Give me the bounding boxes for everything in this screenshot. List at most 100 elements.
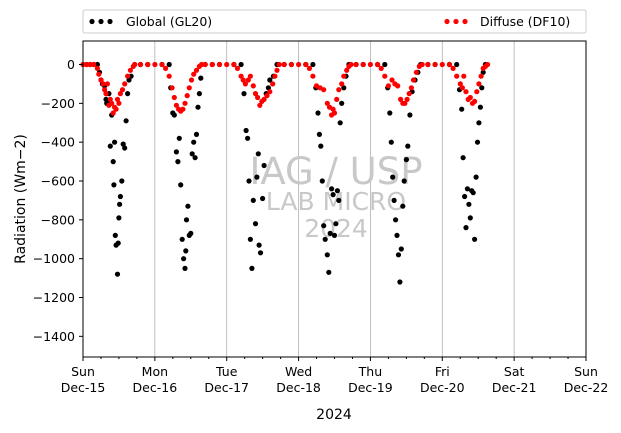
global-point	[254, 174, 260, 180]
global-point	[405, 143, 411, 149]
diffuse-point	[331, 110, 338, 116]
diffuse-point	[339, 81, 345, 87]
diffuse-point	[395, 83, 401, 89]
legend-label-global: Global (GL20)	[126, 14, 212, 29]
global-point	[182, 265, 188, 271]
global-point	[114, 271, 121, 277]
diffuse-point	[209, 61, 215, 68]
diffuse-point	[478, 73, 484, 79]
global-point	[176, 135, 182, 141]
diffuse-point	[485, 61, 491, 68]
diffuse-point	[378, 65, 384, 71]
global-point	[473, 174, 479, 180]
y-tick-label: 0	[67, 57, 75, 72]
diffuse-point	[324, 100, 330, 106]
diffuse-point	[255, 94, 261, 101]
legend-label-diffuse: Diffuse (DF10)	[480, 14, 570, 29]
global-point	[192, 155, 198, 161]
diffuse-point	[419, 61, 425, 68]
diffuse-point	[102, 87, 108, 93]
y-tick-label: −200	[41, 96, 75, 111]
diffuse-point	[389, 77, 395, 83]
global-point	[252, 221, 259, 227]
diffuse-point	[348, 61, 354, 68]
series-diffuse-points	[80, 61, 491, 118]
global-point	[390, 174, 396, 180]
global-point	[265, 85, 271, 91]
x-tick-label-date: Dec-18	[276, 380, 321, 395]
vertical-gridlines	[154, 41, 515, 357]
global-point	[310, 61, 316, 68]
global-point	[256, 242, 262, 248]
global-point	[459, 106, 465, 112]
diffuse-point	[353, 61, 359, 68]
global-point	[334, 188, 340, 194]
diffuse-point	[382, 73, 388, 79]
global-point	[183, 217, 190, 223]
diffuse-point	[467, 94, 473, 101]
global-point	[467, 215, 473, 221]
diffuse-point	[103, 91, 109, 97]
global-point	[401, 178, 407, 184]
y-tick-label: −1400	[33, 329, 75, 344]
diffuse-point	[306, 65, 312, 71]
global-point	[319, 178, 325, 184]
diffuse-point	[180, 106, 186, 112]
diffuse-point	[472, 98, 478, 104]
diffuse-point	[238, 73, 244, 79]
diffuse-point	[107, 96, 113, 102]
diffuse-point	[231, 61, 237, 68]
diffuse-point	[173, 102, 179, 108]
global-point	[255, 151, 261, 157]
diffuse-point	[402, 100, 408, 106]
diffuse-point	[98, 77, 104, 83]
diffuse-point	[125, 73, 131, 79]
global-point	[125, 91, 131, 97]
global-point	[321, 223, 327, 229]
global-point	[327, 230, 333, 236]
diffuse-point	[132, 61, 138, 68]
global-point	[476, 120, 482, 126]
diffuse-point	[240, 77, 246, 83]
x-tick-label-date: Dec-15	[61, 380, 106, 395]
global-point	[107, 143, 113, 149]
legend-frame	[82, 9, 587, 34]
diffuse-point	[267, 89, 273, 95]
global-point	[241, 91, 247, 97]
x-tick-label-day: Sun	[574, 364, 598, 379]
global-point	[119, 178, 125, 184]
diffuse-point	[270, 81, 276, 87]
global-point	[94, 61, 100, 68]
diffuse-point	[145, 61, 151, 68]
diffuse-point	[274, 67, 280, 73]
diffuse-point	[113, 106, 119, 112]
global-point	[191, 139, 197, 145]
global-point	[123, 118, 129, 124]
global-point	[257, 250, 264, 256]
x-axis-title: 2024	[316, 407, 352, 423]
global-point	[330, 192, 336, 198]
global-point	[112, 232, 118, 238]
diffuse-point	[344, 67, 350, 73]
global-point	[111, 182, 117, 188]
global-point	[243, 127, 249, 134]
x-tick-label-day: Mon	[142, 364, 168, 379]
diffuse-point	[413, 69, 419, 75]
global-point	[246, 178, 252, 184]
global-point	[322, 236, 328, 242]
global-point	[400, 203, 406, 209]
diffuse-point	[288, 61, 294, 68]
global-point	[198, 75, 204, 81]
global-point	[388, 139, 394, 145]
x-tick-label-date: Dec-16	[133, 380, 178, 395]
diffuse-point	[109, 100, 115, 106]
diffuse-point	[122, 81, 128, 87]
global-point	[318, 143, 324, 149]
diffuse-point	[224, 61, 230, 68]
diffuse-point	[310, 73, 316, 79]
diffuse-point	[100, 81, 106, 87]
global-point	[331, 232, 338, 238]
global-point	[238, 61, 244, 68]
global-point	[175, 159, 181, 165]
